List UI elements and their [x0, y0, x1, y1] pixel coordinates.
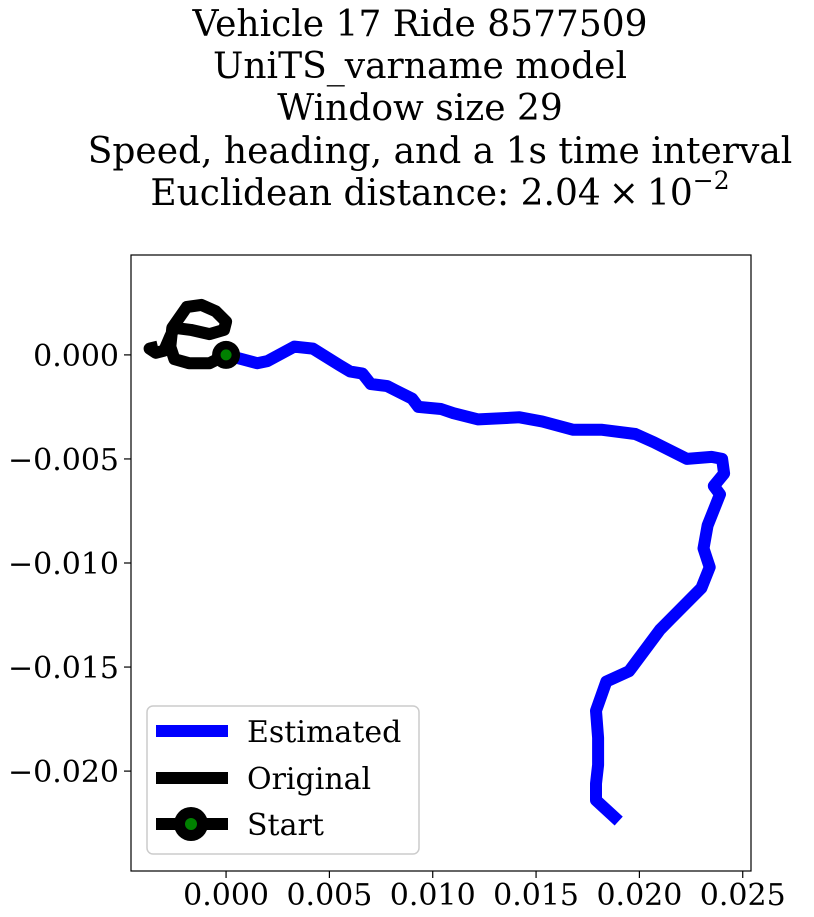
y-axis-ticks: 0.000 −0.005 −0.010 −0.015 −0.020: [8, 339, 131, 790]
distance-base: 10: [647, 173, 693, 214]
chart-title: Vehicle 17 Ride 8577509 UniTS_varname mo…: [88, 4, 793, 214]
y-tick-label: −0.020: [8, 755, 119, 790]
start-marker-fill: [220, 349, 232, 361]
series-line-original: [143, 298, 233, 370]
legend-label-start: Start: [247, 808, 324, 843]
legend: Estimated Original Start: [146, 705, 420, 855]
x-tick-label: 0.020: [596, 878, 682, 913]
x-tick-label: 0.010: [390, 878, 476, 913]
legend-start-marker-fill: [185, 818, 197, 830]
y-tick-label: −0.010: [8, 547, 119, 582]
legend-box: [146, 705, 420, 855]
title-line-1: Vehicle 17 Ride 8577509: [191, 4, 647, 45]
distance-mantissa: 2.04: [521, 173, 601, 214]
title-line-3: Window size 29: [277, 88, 563, 129]
title-line-4: Speed, heading, and a 1s time interval: [88, 131, 793, 172]
y-tick-label: −0.015: [8, 651, 119, 686]
x-axis-ticks: 0.000 0.005 0.010 0.015 0.020 0.025: [183, 871, 786, 913]
distance-times: ×: [609, 173, 639, 214]
title-line-2: UniTS_varname model: [213, 46, 627, 87]
title-line-5-distance: Euclidean distance: 2.04 × 10−2: [150, 166, 729, 214]
x-tick-label: 0.015: [493, 878, 579, 913]
legend-label-estimated: Estimated: [247, 715, 401, 750]
y-tick-label: −0.005: [8, 443, 119, 478]
x-tick-label: 0.025: [700, 878, 786, 913]
series-layer: [143, 298, 731, 826]
x-tick-label: 0.000: [183, 878, 269, 913]
legend-label-original: Original: [247, 762, 371, 797]
distance-label: Euclidean distance:: [150, 173, 520, 214]
series-line-estimated: [224, 340, 731, 826]
distance-exponent: −2: [693, 166, 730, 195]
y-tick-label: 0.000: [33, 339, 119, 374]
x-tick-label: 0.005: [286, 878, 372, 913]
